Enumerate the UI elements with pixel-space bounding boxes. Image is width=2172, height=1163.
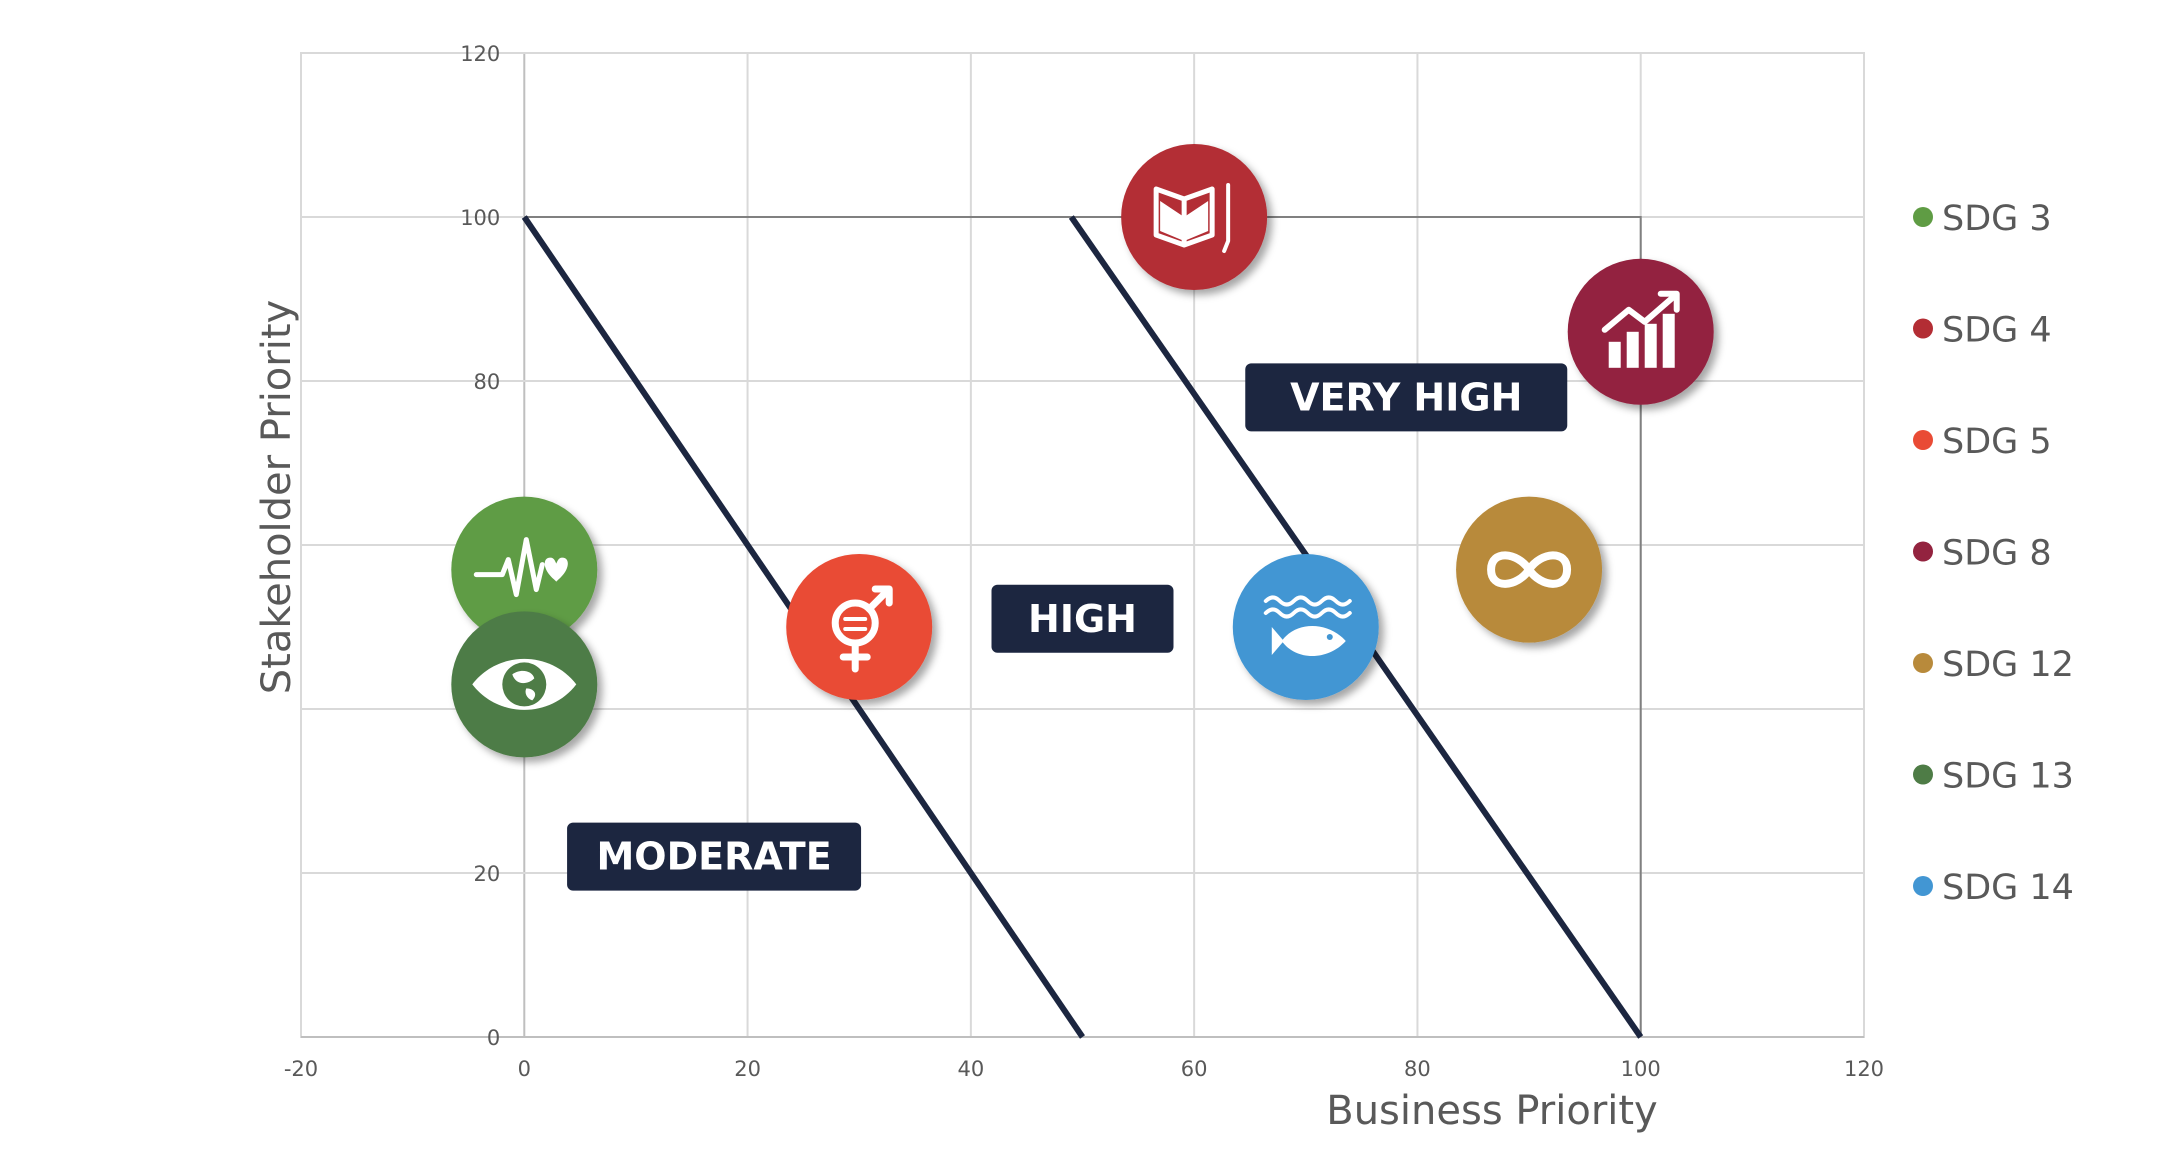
x-tick-label: 60 xyxy=(1181,1057,1208,1081)
band-label-box xyxy=(1245,363,1568,432)
legend-item: SDG 4 xyxy=(1913,311,2052,351)
y-tick-label: 0 xyxy=(487,1026,500,1050)
y-tick-label: 100 xyxy=(460,206,500,230)
y-tick-label: 20 xyxy=(474,862,501,886)
book-icon xyxy=(1153,183,1231,253)
legend-item: SDG 12 xyxy=(1913,645,2074,685)
gender-equality-icon xyxy=(831,585,893,673)
band-label-box xyxy=(991,584,1174,653)
legend-marker xyxy=(1913,653,1933,673)
data-point-marker xyxy=(451,496,598,643)
legend-marker xyxy=(1913,318,1933,339)
data-point-sdg-12 xyxy=(1456,496,1603,643)
x-tick-label: 20 xyxy=(734,1057,761,1081)
legend-label: SDG 13 xyxy=(1942,757,2074,797)
data-point-sdg-5 xyxy=(786,554,933,700)
band-label-text: VERY HIGH xyxy=(1290,375,1522,419)
y-tick-label: 120 xyxy=(460,42,500,66)
data-point-sdg-3 xyxy=(451,496,598,643)
fish-icon xyxy=(1263,595,1352,656)
y-axis-title: Stakeholder Priority xyxy=(254,300,300,694)
legend-item: SDG 8 xyxy=(1913,534,2052,574)
legend-marker xyxy=(1913,430,1933,450)
priority-boundary xyxy=(524,216,1642,1037)
x-tick-label: 120 xyxy=(1844,1057,1884,1081)
eye-globe-icon xyxy=(472,658,577,710)
x-axis-title: Business Priority xyxy=(1326,1088,1657,1134)
legend-label: SDG 3 xyxy=(1942,199,2052,239)
legend-label: SDG 12 xyxy=(1942,645,2074,685)
legend-item: SDG 3 xyxy=(1913,199,2052,239)
data-point-sdg-4 xyxy=(1121,144,1268,290)
band-label-text: MODERATE xyxy=(596,835,831,879)
x-tick-label: 100 xyxy=(1621,1057,1661,1081)
legend: SDG 3 SDG 4 SDG 5 SDG 8 SDG 12 SDG 13 SDG 14 xyxy=(1913,199,2074,908)
x-tick-label: 80 xyxy=(1404,1057,1431,1081)
legend-label: SDG 8 xyxy=(1942,534,2052,574)
y-tick-label: 80 xyxy=(474,370,501,394)
data-points xyxy=(451,144,1714,758)
band-labels: MODERATE HIGH VERY HIGH xyxy=(567,363,1568,891)
band-label-box xyxy=(567,822,862,891)
growth-chart-icon xyxy=(1601,290,1680,368)
data-point-sdg-14 xyxy=(1232,554,1379,700)
legend-item: SDG 14 xyxy=(1913,868,2074,908)
legend-item: SDG 13 xyxy=(1913,757,2074,797)
x-tick-label: 40 xyxy=(957,1057,984,1081)
band-label-moderate: MODERATE xyxy=(567,822,862,891)
band-label-high: HIGH xyxy=(991,584,1174,653)
legend-marker xyxy=(1913,207,1933,227)
legend-marker xyxy=(1913,541,1933,562)
heartbeat-icon xyxy=(473,537,568,598)
legend-item: SDG 5 xyxy=(1913,422,2052,462)
x-tick-label: -20 xyxy=(284,1057,318,1081)
data-point-sdg-13 xyxy=(451,611,598,758)
legend-marker xyxy=(1913,764,1933,785)
band-label-text: HIGH xyxy=(1028,597,1137,641)
legend-label: SDG 14 xyxy=(1942,868,2074,908)
infinity-icon xyxy=(1487,551,1572,588)
band-label-very-high: VERY HIGH xyxy=(1245,363,1568,432)
legend-label: SDG 5 xyxy=(1942,422,2052,462)
data-point-sdg-8 xyxy=(1567,258,1714,405)
legend-marker xyxy=(1913,876,1933,896)
data-point-marker xyxy=(1567,258,1714,405)
x-tick-label: 0 xyxy=(518,1057,531,1081)
legend-label: SDG 4 xyxy=(1942,311,2052,351)
